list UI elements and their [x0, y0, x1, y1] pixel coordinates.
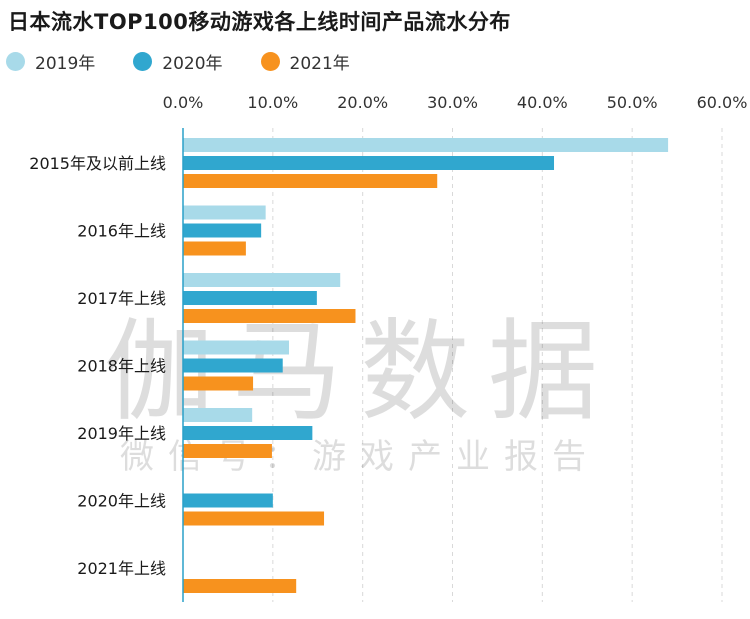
legend-item-2019[interactable]: 2019年 [6, 49, 95, 74]
watermark-brand: 伽马数据 [104, 308, 616, 436]
legend-label-2020: 2020年 [162, 53, 223, 74]
bar-2021-cat-5[interactable] [183, 511, 325, 526]
x-tick-label: 0.0% [163, 93, 204, 112]
x-tick-label: 60.0% [697, 93, 748, 112]
x-tick-labels: 0.0% 10.0% 20.0% 30.0% 40.0% 50.0% 60.0% [163, 93, 748, 112]
legend-item-2020[interactable]: 2020年 [133, 49, 223, 74]
x-tick-label: 30.0% [427, 93, 478, 112]
category-label: 2018年上线 [77, 357, 166, 376]
bar-2019-cat-1[interactable] [183, 205, 266, 220]
bar-2020-cat-0[interactable] [183, 156, 555, 170]
legend-swatch-2021 [260, 51, 280, 71]
bar-2020-cat-1[interactable] [183, 223, 262, 238]
bar-2019-cat-2[interactable] [183, 273, 341, 287]
legend-item-2021[interactable]: 2021年 [260, 49, 350, 74]
bar-2021-cat-2[interactable] [183, 309, 356, 323]
bar-2021-cat-3[interactable] [183, 376, 254, 391]
category-label: 2016年上线 [77, 222, 166, 241]
category-labels: 2015年及以前上线 2016年上线 2017年上线 2018年上线 2019年上线 20… [29, 154, 166, 578]
bar-2021-cat-0[interactable] [183, 174, 438, 188]
legend-label-2021: 2021年 [289, 53, 350, 74]
bar-2019-cat-0[interactable] [183, 138, 669, 152]
bar-2019-cat-4[interactable] [183, 408, 253, 422]
bar-2019-cat-3[interactable] [183, 340, 290, 355]
bar-2020-cat-3[interactable] [183, 358, 283, 373]
bar-2020-cat-4[interactable] [183, 426, 313, 440]
category-label: 2020年上线 [77, 492, 166, 511]
category-label: 2015年及以前上线 [29, 154, 166, 173]
bar-2020-cat-5[interactable] [183, 493, 273, 508]
category-label: 2021年上线 [77, 559, 166, 578]
bar-2021-cat-4[interactable] [183, 444, 272, 458]
x-tick-label: 50.0% [607, 93, 658, 112]
bar-2021-cat-1[interactable] [183, 241, 246, 256]
x-tick-label: 20.0% [337, 93, 388, 112]
bars [183, 138, 669, 593]
watermark: 伽马数据 微信号：游戏产业报告 [104, 308, 616, 477]
bar-2020-cat-2[interactable] [183, 291, 317, 305]
category-label: 2019年上线 [77, 424, 166, 443]
x-tick-label: 10.0% [247, 93, 298, 112]
legend-label-2019: 2019年 [35, 53, 96, 74]
x-tick-label: 40.0% [517, 93, 568, 112]
legend-swatch-2019 [6, 51, 25, 71]
legend: 2019年 2020年 2021年 [6, 49, 388, 74]
legend-swatch-2020 [133, 51, 153, 71]
bar-2021-cat-6[interactable] [183, 579, 297, 593]
chart-title: 日本流水TOP100移动游戏各上线时间产品流水分布 [8, 10, 511, 34]
category-label: 2017年上线 [77, 289, 166, 308]
